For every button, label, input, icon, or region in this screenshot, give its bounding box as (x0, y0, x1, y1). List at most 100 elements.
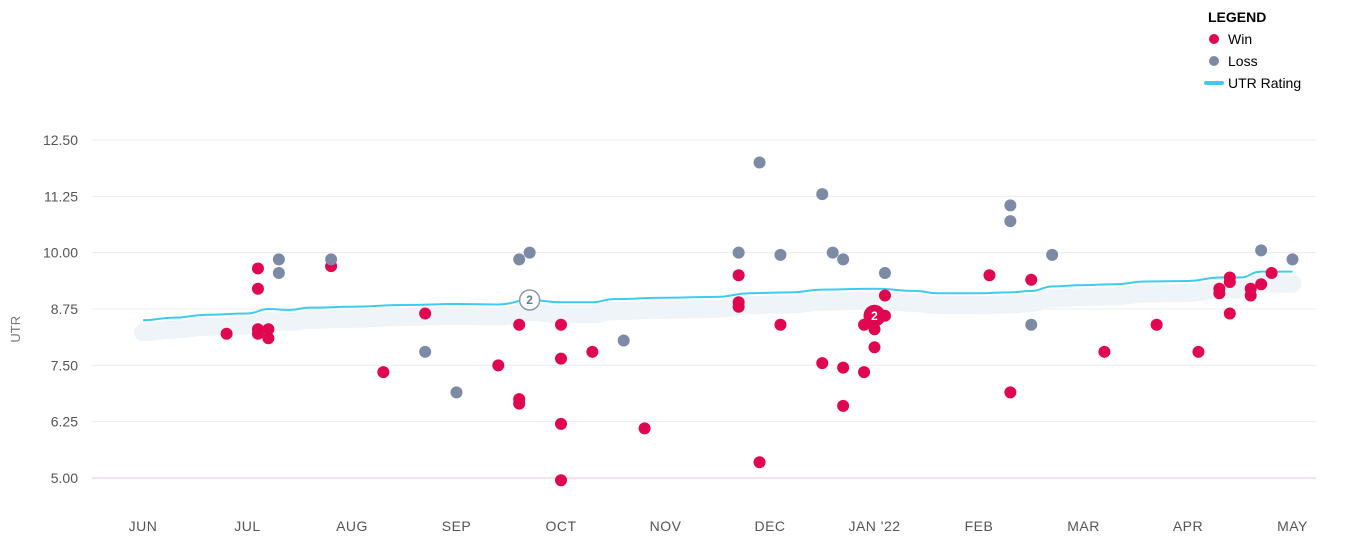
loss-point[interactable] (450, 386, 463, 399)
y-tick-label: 8.75 (51, 301, 78, 317)
win-point[interactable] (1255, 278, 1268, 291)
win-point[interactable] (983, 269, 996, 282)
win-point[interactable] (1223, 307, 1236, 320)
win-point[interactable] (1150, 318, 1163, 331)
win-point[interactable] (586, 345, 599, 358)
win-point[interactable] (377, 366, 390, 379)
loss-point[interactable] (272, 266, 285, 279)
win-cluster-marker[interactable] (863, 304, 886, 327)
legend-item-loss[interactable]: Loss (1200, 50, 1350, 72)
loss-point[interactable] (325, 253, 338, 266)
x-tick-label: MAR (1067, 518, 1100, 534)
loss-point[interactable] (837, 253, 850, 266)
win-point[interactable] (555, 352, 567, 365)
x-tick-label: DEC (754, 518, 785, 534)
loss-point[interactable] (523, 246, 536, 259)
x-tick-label: APR (1173, 518, 1203, 534)
win-point[interactable] (262, 323, 275, 336)
win-point[interactable] (1025, 273, 1038, 286)
win-point[interactable] (419, 307, 432, 320)
match-points[interactable] (220, 156, 1299, 487)
loss-point[interactable] (1004, 215, 1017, 228)
utr-rating-series (134, 270, 1302, 342)
x-tick-label: OCT (545, 518, 576, 534)
loss-point[interactable] (1046, 248, 1059, 261)
win-point[interactable] (1213, 287, 1226, 300)
win-point[interactable] (251, 262, 264, 275)
x-tick-label: JUL (234, 518, 260, 534)
win-point[interactable] (868, 341, 881, 354)
x-tick-label: SEP (442, 518, 472, 534)
win-point[interactable] (555, 474, 567, 487)
x-tick-label: JAN '22 (848, 518, 900, 534)
win-point[interactable] (732, 269, 745, 282)
win-point[interactable] (251, 327, 264, 340)
x-axis-ticks: JUN JUL AUG SEP OCT NOV DEC JAN '22 FEB MAR APR MAY (129, 518, 1308, 534)
win-point[interactable] (837, 399, 850, 412)
win-point[interactable] (816, 357, 829, 370)
y-tick-label: 10.00 (43, 245, 78, 261)
chart-legend: LEGEND Win Loss UTR Rating (1200, 6, 1350, 94)
loss-point[interactable] (272, 253, 285, 266)
win-point[interactable] (878, 289, 891, 302)
loss-point[interactable] (1255, 244, 1268, 257)
win-point[interactable] (1265, 266, 1278, 279)
legend-label-win: Win (1228, 31, 1253, 47)
win-cluster-count: 2 (871, 309, 878, 323)
y-tick-label: 11.25 (44, 188, 78, 204)
rating-cluster-count: 2 (526, 293, 533, 307)
legend-item-utr-rating[interactable]: UTR Rating (1200, 72, 1350, 94)
y-tick-label: 12.50 (43, 132, 78, 148)
legend-item-win[interactable]: Win (1200, 28, 1350, 50)
win-point[interactable] (555, 417, 567, 430)
loss-dot-icon (1209, 56, 1219, 66)
win-point[interactable] (251, 282, 264, 295)
x-tick-label: NOV (650, 518, 682, 534)
win-point[interactable] (555, 318, 567, 331)
legend-label-loss: Loss (1228, 53, 1258, 69)
loss-point[interactable] (816, 188, 829, 201)
win-point[interactable] (1223, 275, 1236, 288)
loss-point[interactable] (1025, 318, 1038, 331)
win-point[interactable] (638, 422, 651, 435)
legend-label-utr-rating: UTR Rating (1228, 75, 1302, 91)
win-point[interactable] (220, 327, 233, 340)
y-tick-label: 7.50 (51, 357, 78, 373)
loss-point[interactable] (513, 253, 526, 266)
loss-point[interactable] (774, 248, 787, 261)
win-point[interactable] (837, 361, 850, 374)
rating-line-icon (1204, 81, 1224, 85)
win-point[interactable] (262, 332, 275, 345)
win-point[interactable] (513, 397, 526, 410)
loss-point[interactable] (1286, 253, 1299, 266)
win-point[interactable] (492, 359, 505, 372)
y-axis-ticks: 12.50 11.25 10.00 8.75 7.50 6.25 5.00 (43, 132, 78, 486)
win-point[interactable] (1098, 345, 1111, 358)
loss-point[interactable] (419, 345, 432, 358)
y-tick-label: 5.00 (51, 470, 78, 486)
win-point[interactable] (858, 366, 871, 379)
win-point[interactable] (753, 456, 766, 469)
win-point[interactable] (1004, 386, 1017, 399)
win-dot-icon (1209, 34, 1219, 44)
loss-point[interactable] (617, 334, 630, 347)
loss-point[interactable] (732, 246, 745, 259)
y-axis-label: UTR (8, 316, 23, 343)
win-point[interactable] (774, 318, 787, 331)
win-point[interactable] (513, 318, 526, 331)
loss-point[interactable] (878, 266, 891, 279)
rating-cluster-marker[interactable] (518, 289, 541, 311)
x-tick-label: AUG (336, 518, 368, 534)
loss-point[interactable] (753, 156, 766, 169)
win-point[interactable] (1244, 289, 1257, 302)
loss-point[interactable] (826, 246, 839, 259)
chart-annotations[interactable]: 22 (518, 289, 886, 327)
x-tick-label: JUN (129, 518, 158, 534)
win-point[interactable] (1192, 345, 1205, 358)
rating-line-shadow (134, 274, 1302, 342)
x-tick-label: MAY (1277, 518, 1308, 534)
win-point[interactable] (732, 300, 745, 313)
rating-line (142, 270, 1293, 322)
loss-point[interactable] (1004, 199, 1017, 212)
